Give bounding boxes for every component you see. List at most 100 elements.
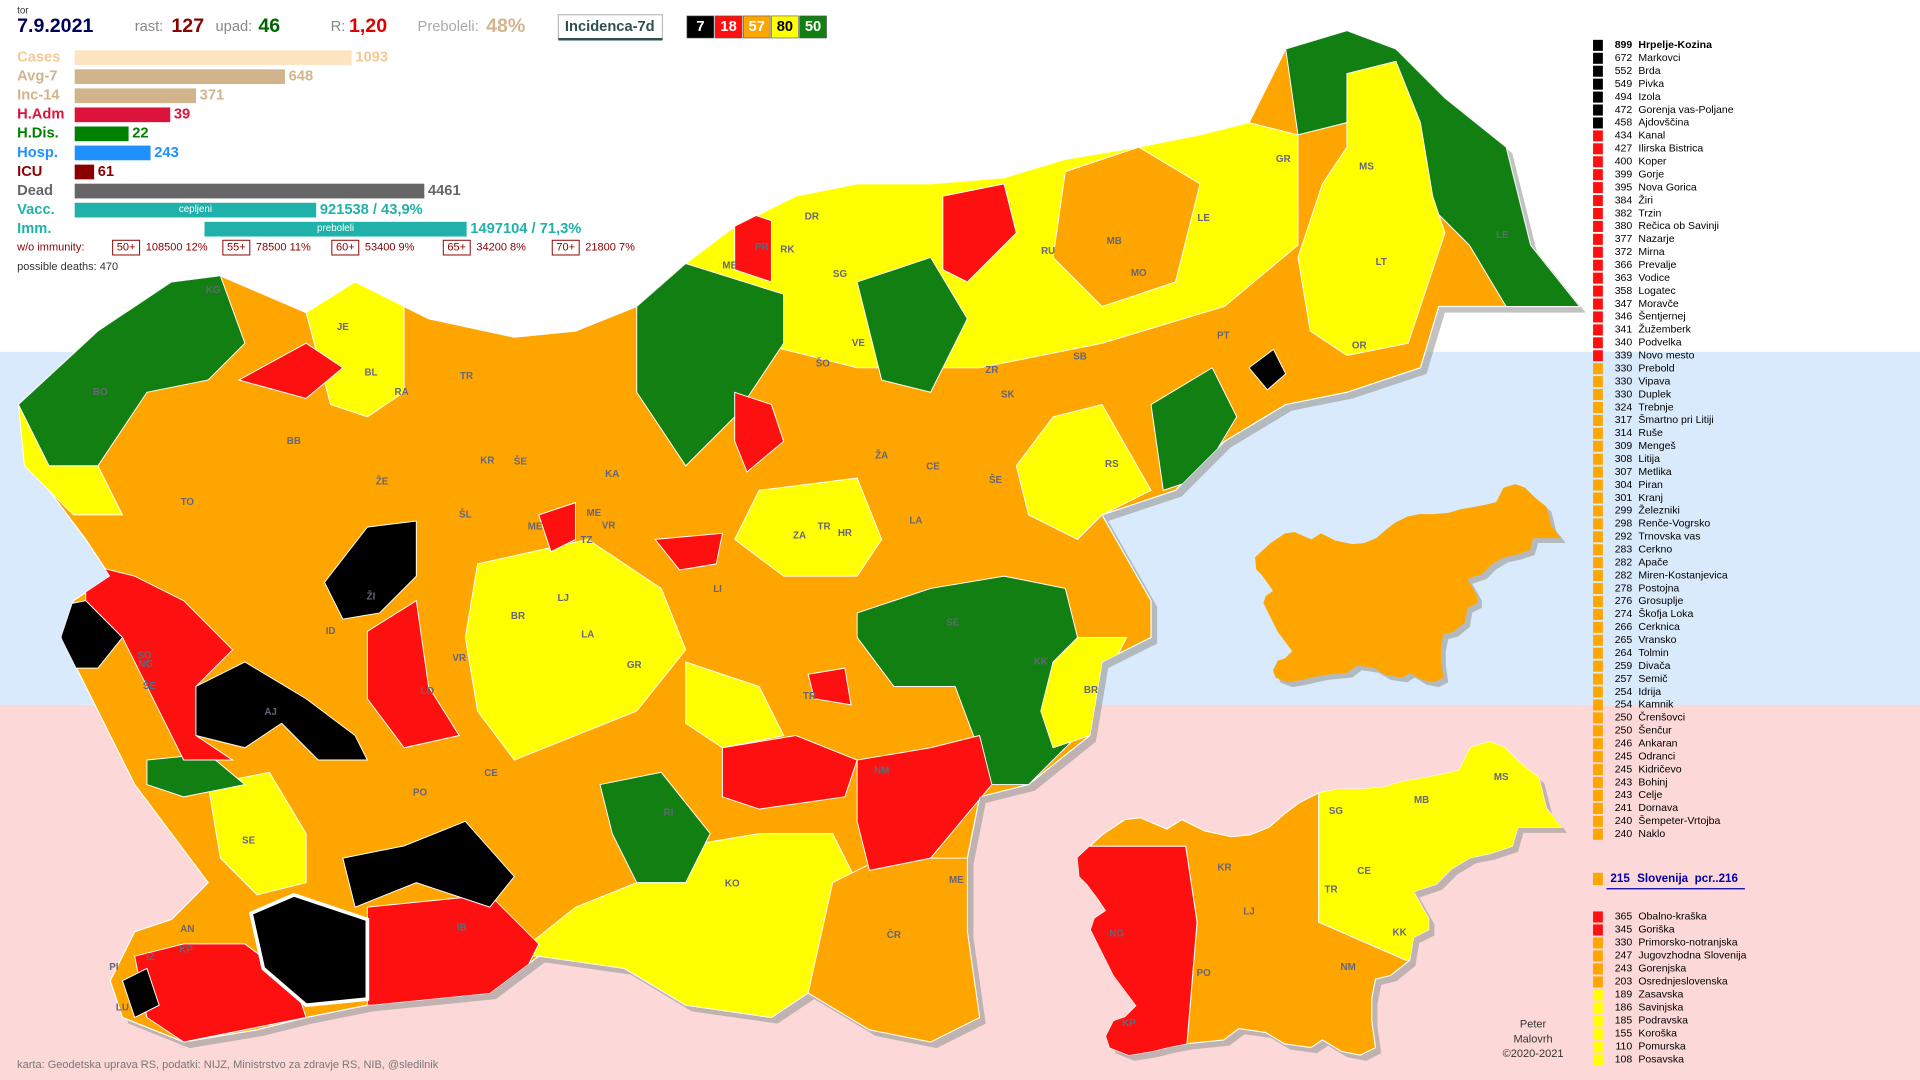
incidence-title: Incidenca-7d — [565, 19, 655, 35]
map-label: ID — [326, 626, 336, 637]
stat-value: 4461 — [428, 183, 461, 199]
row-value: 339 — [1615, 350, 1633, 362]
row-value: 399 — [1615, 168, 1633, 180]
color-box — [1593, 156, 1603, 168]
color-box — [1593, 911, 1603, 923]
row-value: 346 — [1615, 311, 1633, 323]
row-name: Ankaran — [1638, 738, 1677, 750]
color-box — [1593, 363, 1603, 375]
row-name: Piran — [1638, 479, 1663, 491]
region-label: KR — [1217, 863, 1231, 874]
main-map — [17, 30, 1586, 1049]
immunity: w/o immunity: 50+ 108500 12% 55+ 78500 11% 60… — [16, 239, 635, 273]
class-count: 7 — [696, 19, 704, 35]
row-value: 189 — [1615, 989, 1633, 1001]
color-box — [1593, 427, 1603, 439]
stat-bar — [74, 202, 317, 218]
row-name: Naklo — [1638, 828, 1665, 840]
row-name: Gorje — [1638, 168, 1664, 180]
stat-bar — [74, 107, 171, 123]
stat-label: Vacc. — [17, 202, 55, 218]
row-name: Vransko — [1638, 634, 1676, 646]
region-label: LJ — [1243, 907, 1254, 918]
copyright: ©2020-2021 — [1503, 1048, 1564, 1060]
row-value: 899 — [1615, 39, 1633, 51]
row-value: 243 — [1615, 963, 1633, 975]
row-name: Idrija — [1638, 686, 1661, 698]
row-name: Vipava — [1638, 375, 1670, 387]
class-count: 57 — [749, 19, 765, 35]
class-box — [799, 15, 827, 39]
row-value: 395 — [1615, 181, 1633, 193]
region-label: KK — [1393, 927, 1407, 938]
date: 7.9.2021 — [17, 15, 93, 37]
row-name: Pomurska — [1638, 1041, 1685, 1053]
row-name: Tolmin — [1638, 647, 1669, 659]
stat-note: cepljeni — [179, 204, 212, 215]
row-value: 372 — [1615, 246, 1633, 258]
author: Peter — [1520, 1019, 1547, 1031]
class-box — [742, 15, 771, 39]
header: tor 7.9.2021 rast: 127 upad: 46 R: 1,20 … — [17, 6, 664, 41]
color-box — [1593, 1041, 1603, 1053]
map-label: CE — [484, 768, 498, 779]
color-box — [1593, 764, 1603, 776]
row-name: Kamnik — [1638, 699, 1674, 711]
map-label: VE — [852, 338, 866, 349]
class-box — [771, 15, 799, 39]
row-value: 247 — [1615, 950, 1633, 962]
row-value: 243 — [1615, 789, 1633, 801]
row-value: 324 — [1615, 401, 1633, 413]
row-name: Ruše — [1638, 427, 1663, 439]
color-box — [1593, 531, 1603, 543]
color-box — [1593, 595, 1603, 607]
row-value: 552 — [1615, 65, 1633, 77]
color-box — [1593, 259, 1603, 271]
color-box — [1593, 1015, 1603, 1027]
map-label: KG — [206, 285, 221, 296]
age-box — [331, 239, 360, 256]
row-value: 241 — [1615, 802, 1633, 814]
row-value: 304 — [1615, 479, 1633, 491]
class-box — [714, 15, 743, 39]
color-box — [1593, 789, 1603, 801]
map-label: KA — [605, 469, 619, 480]
color-box — [1593, 414, 1603, 426]
color-box — [1593, 699, 1603, 711]
stat-value: 371 — [200, 88, 225, 104]
row-name: Miren-Kostanjevica — [1638, 569, 1728, 581]
row-name: Kanal — [1638, 130, 1665, 142]
row-value: 185 — [1615, 1015, 1633, 1027]
row-value: 283 — [1615, 544, 1633, 556]
row-name: Odranci — [1638, 750, 1675, 762]
map-label: PI — [109, 962, 119, 973]
map-label: ZR — [985, 365, 998, 376]
color-box — [1593, 505, 1603, 517]
row-value: 366 — [1615, 259, 1633, 271]
map-label: ŠL — [459, 508, 472, 520]
map-label: RI — [664, 807, 674, 818]
row-value: 155 — [1615, 1028, 1633, 1040]
map-label: AN — [180, 924, 194, 935]
row-name: Bohinj — [1638, 776, 1667, 788]
region-label: MS — [1494, 772, 1509, 783]
row-name: Škofja Loka — [1638, 607, 1693, 620]
color-box — [1593, 647, 1603, 659]
map-label: LO — [421, 686, 435, 697]
color-box — [1593, 1054, 1603, 1066]
row-value: 330 — [1615, 388, 1633, 400]
stat-value: 243 — [154, 145, 179, 161]
row-value: 298 — [1615, 518, 1633, 530]
row-name: Hrpelje-Kozina — [1638, 39, 1712, 51]
color-box — [1593, 65, 1603, 77]
row-name: Koroška — [1638, 1028, 1677, 1040]
row-value: 276 — [1615, 595, 1633, 607]
color-box — [1593, 182, 1603, 194]
row-value: 358 — [1615, 285, 1633, 297]
stat-value: 921538 / 43,9% — [320, 202, 423, 218]
color-box — [1593, 1002, 1603, 1014]
row-value: 434 — [1615, 130, 1633, 142]
row-value: 341 — [1615, 324, 1633, 336]
row-value: 382 — [1615, 207, 1633, 219]
stat-label: Imm. — [17, 221, 51, 237]
